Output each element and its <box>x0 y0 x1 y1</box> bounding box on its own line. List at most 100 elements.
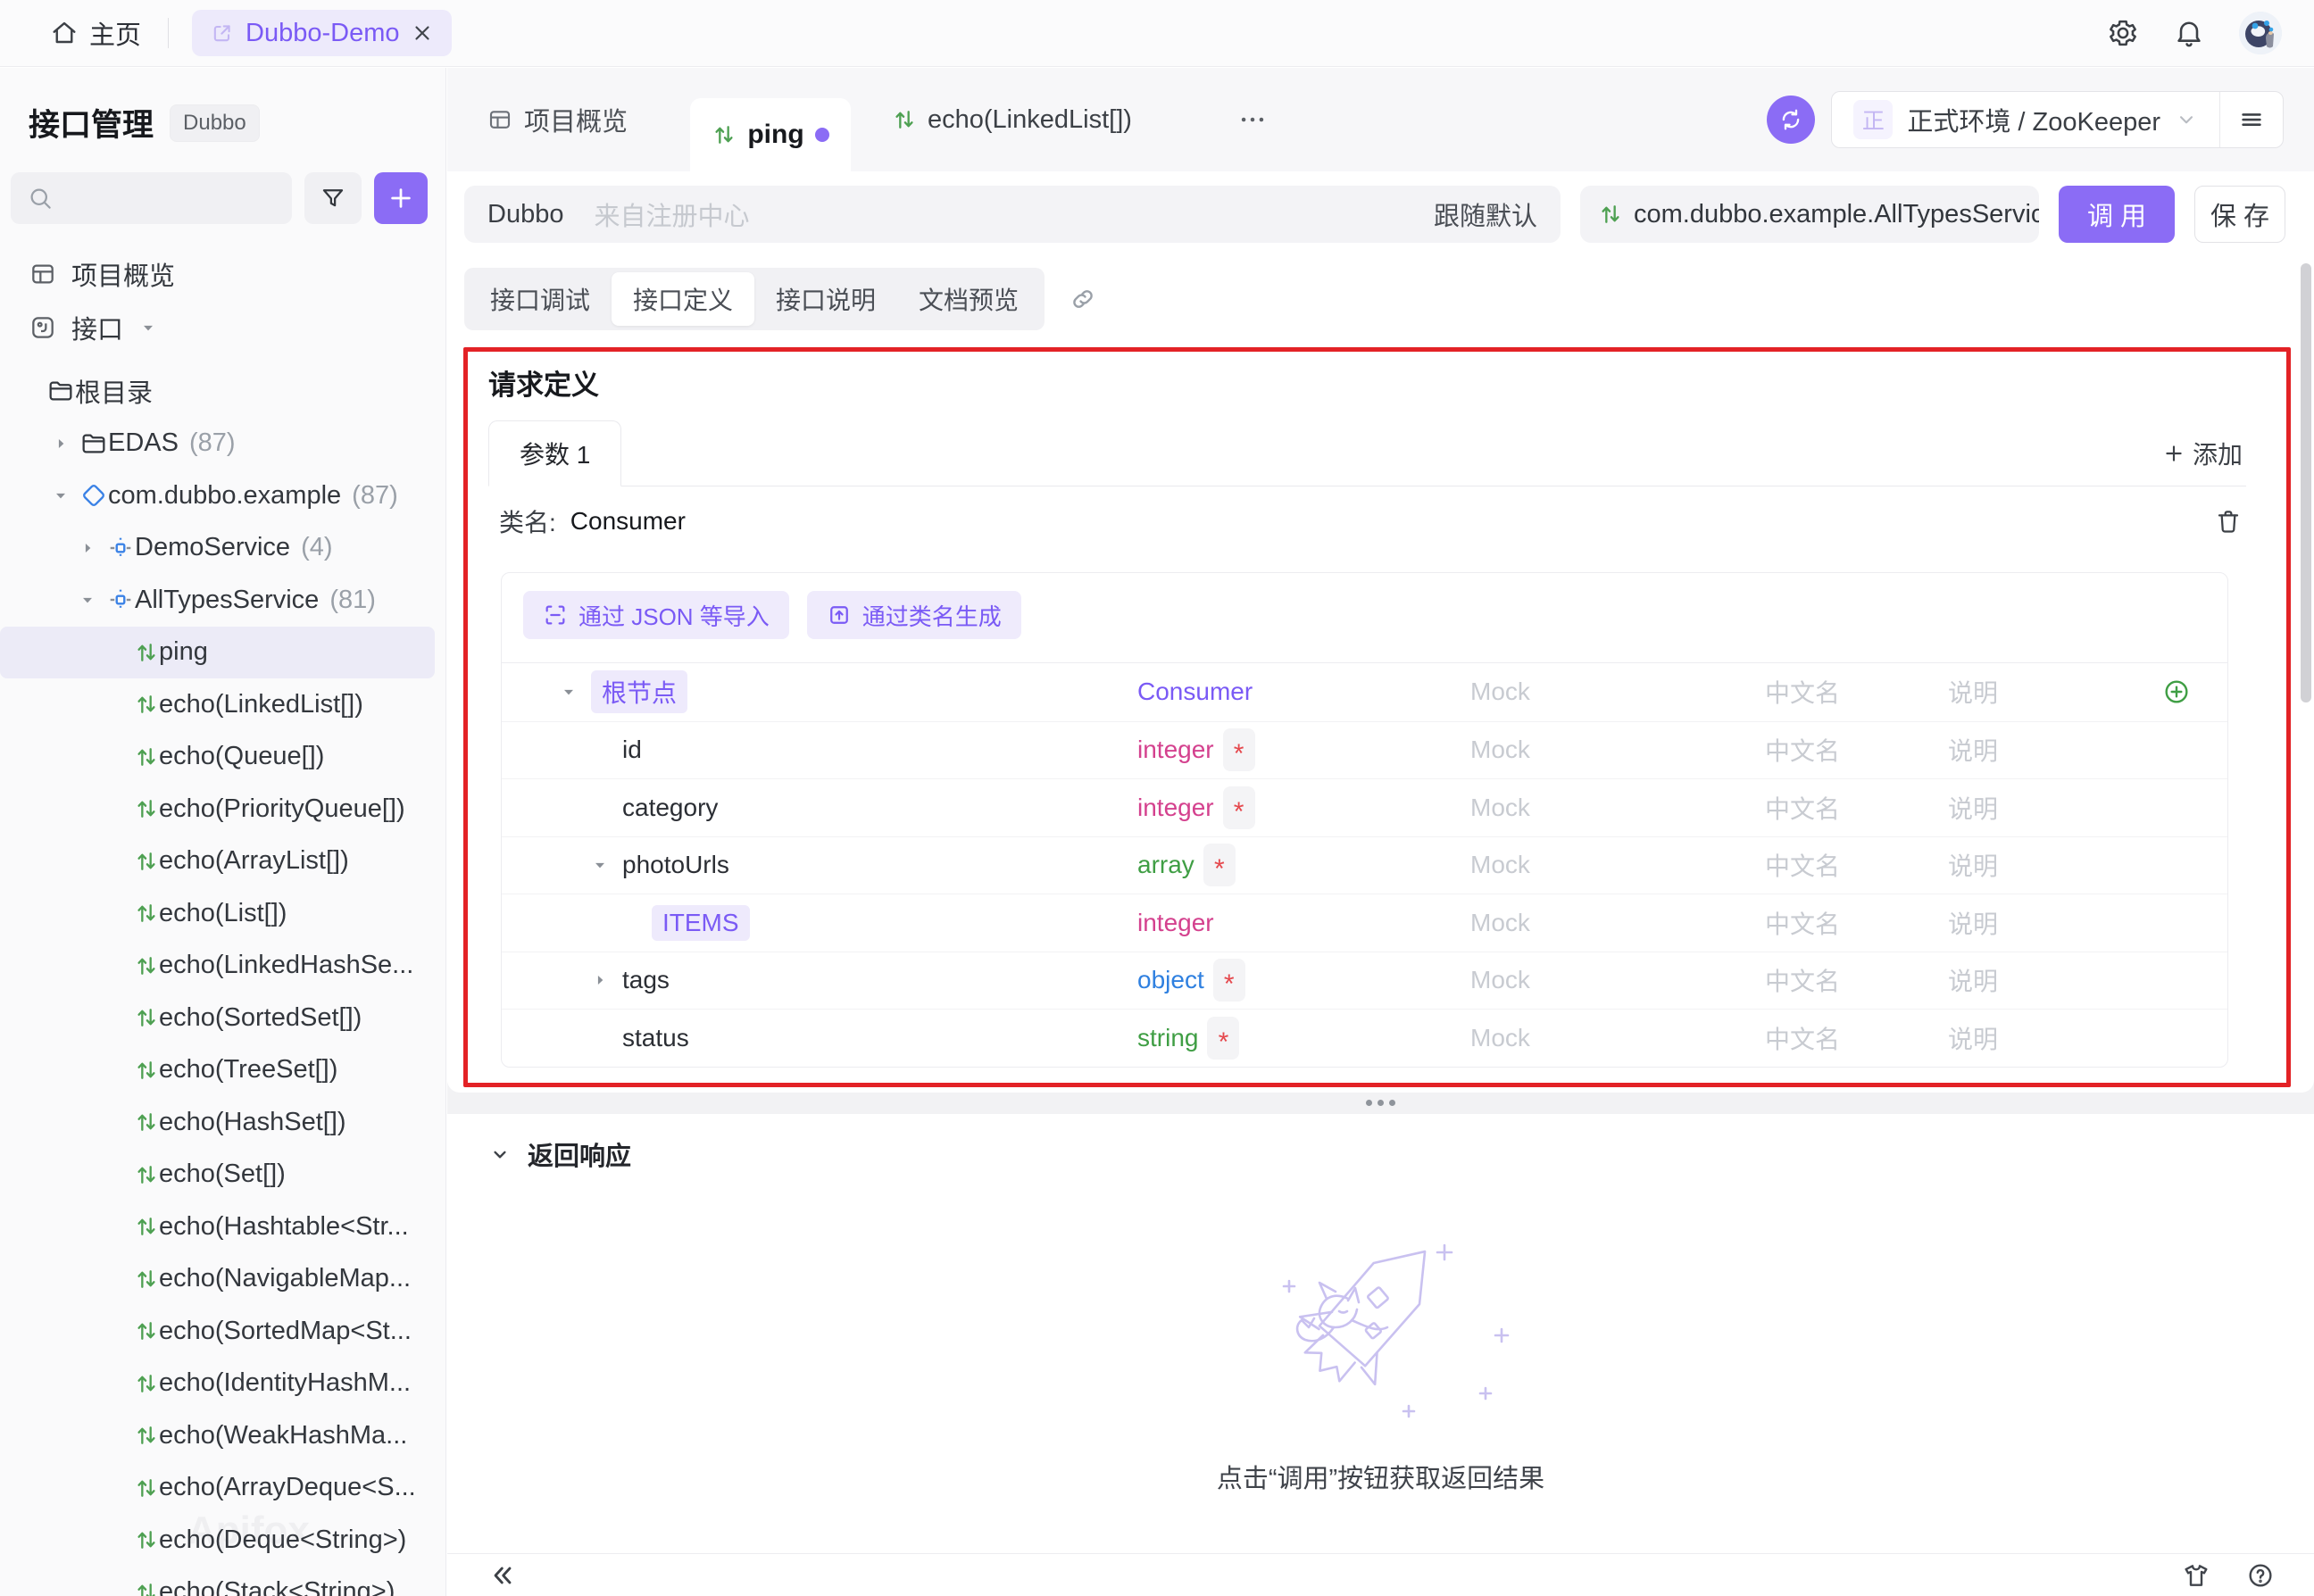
link-icon[interactable] <box>1070 286 1096 312</box>
caret-down-icon[interactable] <box>588 856 612 874</box>
param-type-cell[interactable]: string * <box>1137 1016 1470 1060</box>
desc-input[interactable]: 说明 <box>1948 679 1999 708</box>
param-type-cell[interactable]: object * <box>1137 959 1470 1002</box>
tree-item[interactable]: echo(Deque<String>) <box>0 1514 435 1567</box>
vertical-scrollbar-thumb[interactable] <box>2301 263 2311 702</box>
tree-item[interactable]: ping <box>0 626 435 678</box>
param-name-cell[interactable]: photoUrls <box>502 851 1137 879</box>
tree-item[interactable]: echo(Set[]) <box>0 1149 435 1201</box>
cn-name-input[interactable]: 中文名 <box>1765 968 1841 996</box>
cn-name-input[interactable]: 中文名 <box>1765 1025 1841 1053</box>
tree-item[interactable]: echo(LinkedList[]) <box>0 678 435 731</box>
subtab-2[interactable]: 接口说明 <box>776 287 877 314</box>
desc-input[interactable]: 说明 <box>1948 910 1999 938</box>
mock-input[interactable]: Mock <box>1470 677 1530 706</box>
tree-item[interactable]: EDAS (87) <box>0 418 435 470</box>
param-tab[interactable]: 参数 1 <box>488 420 622 486</box>
project-tab[interactable]: Dubbo-Demo <box>192 10 452 56</box>
cn-name-input[interactable]: 中文名 <box>1765 737 1841 766</box>
filter-button[interactable] <box>304 172 362 224</box>
param-type-cell[interactable]: integer * <box>1137 728 1470 772</box>
subtab-3[interactable]: 文档预览 <box>919 287 1020 314</box>
sidebar-item-overview[interactable]: 项目概览 <box>0 247 445 301</box>
search-input[interactable] <box>11 172 292 224</box>
param-type-cell[interactable]: array * <box>1137 844 1470 887</box>
save-button[interactable]: 保 存 <box>2194 186 2285 243</box>
pane-splitter[interactable] <box>447 1092 2314 1114</box>
tree-item[interactable]: echo(NavigableMap... <box>0 1253 435 1306</box>
caret-down-icon[interactable] <box>76 591 99 609</box>
tree-item[interactable]: echo(SortedMap<St... <box>0 1305 435 1358</box>
tree-item[interactable]: echo(ArrayDeque<S... <box>0 1462 435 1515</box>
theme-tshirt-icon[interactable] <box>2182 1561 2210 1590</box>
import-button[interactable]: 通过 JSON 等导入 <box>523 591 789 639</box>
home-button[interactable]: 主页 <box>50 14 141 52</box>
tree-item[interactable]: AllTypesService (81) <box>0 574 435 627</box>
sync-button[interactable] <box>1767 96 1816 144</box>
response-header[interactable]: 返回响应 <box>488 1135 2314 1173</box>
tab-overview[interactable]: 项目概览 <box>487 101 628 138</box>
cn-name-input[interactable]: 中文名 <box>1765 910 1841 938</box>
desc-input[interactable]: 说明 <box>1948 794 1999 823</box>
service-input[interactable]: com.dubbo.example.AllTypesService / ping… <box>1580 186 2039 243</box>
tree-item[interactable]: echo(SortedSet[]) <box>0 992 435 1044</box>
invoke-button[interactable]: 调 用 <box>2059 186 2175 243</box>
env-menu-icon[interactable] <box>2220 106 2283 133</box>
param-type-cell[interactable]: integer <box>1137 909 1470 937</box>
tree-item[interactable]: com.dubbo.example (87) <box>0 470 435 522</box>
add-param-button[interactable]: 添加 <box>2162 436 2243 471</box>
avatar[interactable] <box>2239 12 2282 54</box>
desc-input[interactable]: 说明 <box>1948 968 1999 996</box>
trash-icon[interactable] <box>2214 507 2243 536</box>
bell-icon[interactable] <box>2173 17 2205 49</box>
tree-item[interactable]: DemoService (4) <box>0 522 435 575</box>
caret-right-icon[interactable] <box>49 435 72 453</box>
tree-item[interactable]: echo(Hashtable<Str... <box>0 1201 435 1253</box>
close-icon[interactable] <box>411 21 434 45</box>
cn-name-input[interactable]: 中文名 <box>1765 794 1841 823</box>
environment-select[interactable]: 正 正式环境 / ZooKeeper <box>1831 91 2284 148</box>
tree-item[interactable]: echo(LinkedHashSe... <box>0 940 435 993</box>
add-child-icon[interactable] <box>2162 677 2191 706</box>
mock-input[interactable]: Mock <box>1470 1023 1530 1052</box>
add-button[interactable] <box>374 172 428 224</box>
param-name-cell[interactable]: category <box>502 794 1137 822</box>
mock-input[interactable]: Mock <box>1470 966 1530 994</box>
registry-input[interactable]: Dubbo 来自注册中心 跟随默认 <box>464 186 1561 243</box>
tree-item[interactable]: echo(TreeSet[]) <box>0 1044 435 1097</box>
desc-input[interactable]: 说明 <box>1948 1025 1999 1053</box>
subtab-1[interactable]: 接口定义 <box>612 272 755 326</box>
import-button[interactable]: 通过类名生成 <box>806 591 1021 639</box>
mock-input[interactable]: Mock <box>1470 793 1530 821</box>
caret-right-icon[interactable] <box>588 971 612 989</box>
cn-name-input[interactable]: 中文名 <box>1765 852 1841 881</box>
gear-icon[interactable] <box>2107 17 2139 49</box>
help-icon[interactable] <box>2246 1561 2275 1590</box>
param-name-cell[interactable]: tags <box>502 966 1137 994</box>
more-tabs-icon[interactable] <box>1237 104 1268 135</box>
caret-down-icon[interactable] <box>49 486 72 504</box>
param-name-cell[interactable]: 根节点 <box>502 670 1137 714</box>
tree-item[interactable]: echo(Queue[]) <box>0 731 435 784</box>
mock-input[interactable]: Mock <box>1470 736 1530 764</box>
collapse-sidebar-icon[interactable] <box>488 1561 517 1590</box>
param-name-cell[interactable]: status <box>502 1024 1137 1052</box>
follow-default-label[interactable]: 跟随默认 <box>1433 203 1537 231</box>
tab-ping-active[interactable]: ping <box>690 98 852 171</box>
tree-item[interactable]: echo(ArrayList[]) <box>0 835 435 888</box>
desc-input[interactable]: 说明 <box>1948 852 1999 881</box>
tree-item[interactable]: echo(List[]) <box>0 887 435 940</box>
caret-down-icon[interactable] <box>557 683 580 701</box>
param-name-cell[interactable]: id <box>502 736 1137 764</box>
tree-item[interactable]: echo(HashSet[]) <box>0 1096 435 1149</box>
tree-item[interactable]: echo(PriorityQueue[]) <box>0 783 435 835</box>
subtab-0[interactable]: 接口调试 <box>490 287 591 314</box>
mock-input[interactable]: Mock <box>1470 851 1530 879</box>
tree-item[interactable]: echo(IdentityHashM... <box>0 1358 435 1410</box>
desc-input[interactable]: 说明 <box>1948 737 1999 766</box>
sidebar-item-api[interactable]: 接口 <box>0 301 445 354</box>
param-name-cell[interactable]: ITEMS <box>502 904 1137 941</box>
tab-echo-linkedlist[interactable]: echo(LinkedList[]) <box>892 105 1132 135</box>
caret-down-icon[interactable] <box>139 319 157 337</box>
cn-name-input[interactable]: 中文名 <box>1765 679 1841 708</box>
